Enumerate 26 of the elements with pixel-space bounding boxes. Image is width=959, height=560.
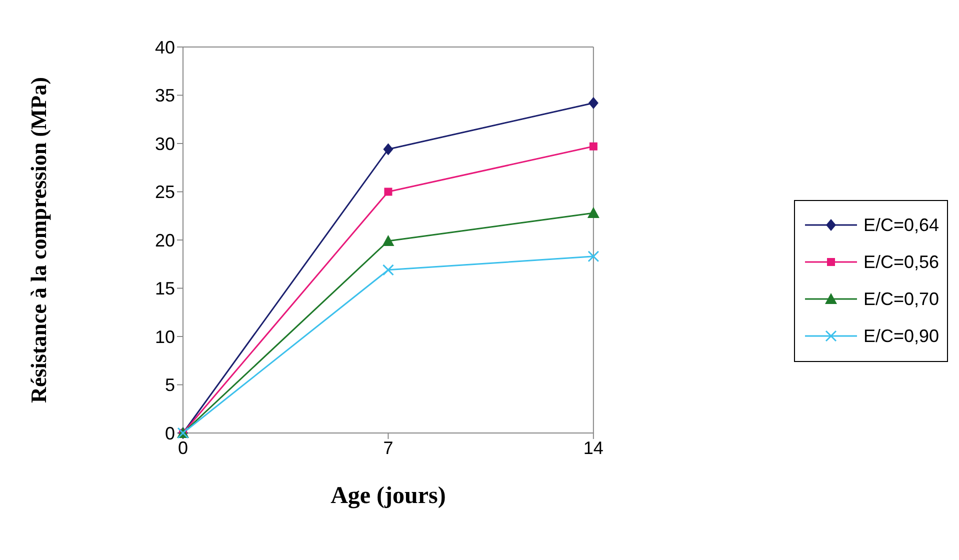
point	[382, 264, 394, 276]
y-tick-label: 35	[154, 86, 175, 106]
x-axis-title: Age (jours)	[330, 483, 446, 509]
point	[588, 96, 598, 109]
legend-label: E/C=0,90	[863, 326, 939, 346]
x-tick-label: 14	[583, 438, 604, 458]
point	[587, 206, 600, 218]
y-tick-label: 15	[154, 278, 175, 299]
point	[383, 143, 394, 156]
legend-label: E/C=0,70	[863, 288, 939, 310]
y-tick-label: 20	[154, 230, 175, 250]
y-tick-label: 25	[154, 182, 175, 202]
y-tick-label: 5	[164, 375, 175, 396]
point	[382, 234, 394, 246]
y-tick-label: 30	[154, 134, 175, 154]
point	[589, 142, 598, 150]
legend-label: E/C=0,64	[863, 214, 939, 236]
point	[384, 188, 392, 196]
x-tick-label: 7	[383, 438, 394, 458]
y-tick-label: 10	[154, 326, 175, 347]
x-tick-label: 0	[178, 438, 188, 458]
y-tick-label: 40	[154, 37, 175, 58]
legend-label: E/C=0,56	[863, 252, 939, 272]
y-tick-label: 0	[164, 423, 175, 444]
y-axis-title: Résistance à la compression (MPa)	[26, 77, 51, 403]
point	[588, 250, 600, 262]
